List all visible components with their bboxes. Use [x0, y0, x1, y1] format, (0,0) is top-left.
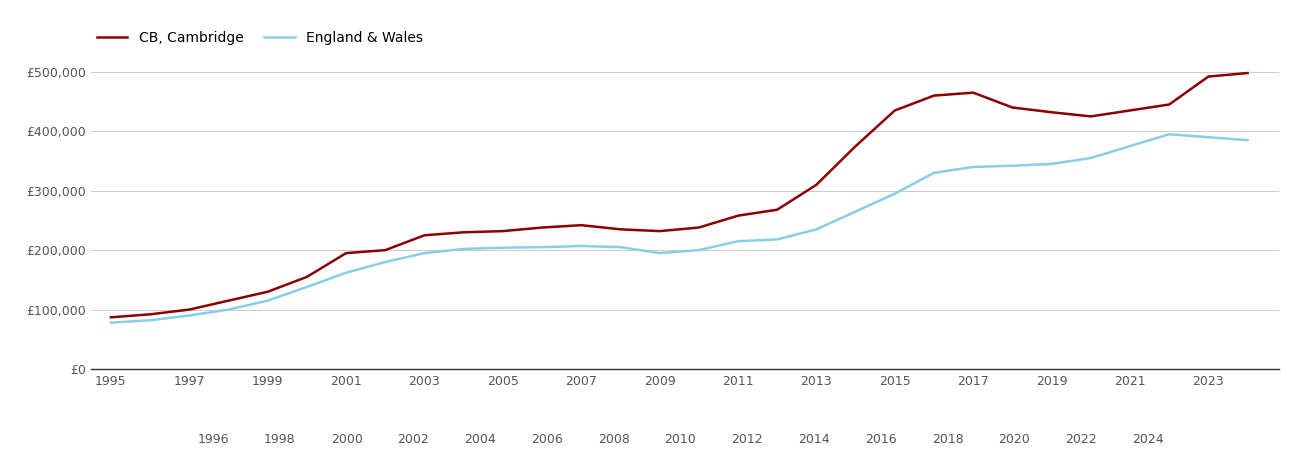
England & Wales [966, 164, 981, 170]
CB, Cambridge [651, 229, 667, 234]
CB, Cambridge [1240, 70, 1255, 76]
CB, Cambridge [1044, 109, 1060, 115]
Text: 2014: 2014 [799, 433, 830, 446]
England & Wales [848, 209, 864, 214]
CB, Cambridge [731, 213, 746, 218]
England & Wales [299, 284, 315, 290]
Text: 1996: 1996 [197, 433, 228, 446]
England & Wales [573, 243, 589, 249]
England & Wales [181, 313, 197, 318]
England & Wales [455, 246, 471, 252]
CB, Cambridge [260, 289, 275, 294]
CB, Cambridge [1161, 102, 1177, 107]
Text: 2022: 2022 [1065, 433, 1096, 446]
Line: England & Wales: England & Wales [111, 134, 1248, 323]
Text: 2000: 2000 [330, 433, 363, 446]
CB, Cambridge [181, 307, 197, 312]
Text: 2012: 2012 [731, 433, 763, 446]
Text: 2018: 2018 [932, 433, 963, 446]
CB, Cambridge [927, 93, 942, 98]
England & Wales [1161, 131, 1177, 137]
England & Wales [1240, 138, 1255, 143]
England & Wales [534, 244, 549, 250]
CB, Cambridge [573, 222, 589, 228]
England & Wales [495, 245, 510, 251]
CB, Cambridge [848, 144, 864, 149]
CB, Cambridge [770, 207, 786, 212]
CB, Cambridge [338, 250, 354, 256]
CB, Cambridge [1201, 74, 1216, 79]
England & Wales [1201, 135, 1216, 140]
CB, Cambridge [103, 315, 119, 320]
CB, Cambridge [1083, 114, 1099, 119]
Line: CB, Cambridge: CB, Cambridge [111, 73, 1248, 317]
England & Wales [887, 191, 903, 196]
CB, Cambridge [377, 248, 393, 253]
England & Wales [809, 227, 825, 232]
CB, Cambridge [1005, 105, 1021, 110]
Text: 2004: 2004 [465, 433, 496, 446]
CB, Cambridge [966, 90, 981, 95]
CB, Cambridge [1122, 108, 1138, 113]
CB, Cambridge [495, 229, 510, 234]
CB, Cambridge [416, 233, 432, 238]
England & Wales [221, 307, 236, 312]
England & Wales [377, 259, 393, 265]
CB, Cambridge [142, 311, 158, 317]
England & Wales [1083, 155, 1099, 161]
England & Wales [142, 318, 158, 323]
CB, Cambridge [612, 227, 628, 232]
England & Wales [731, 238, 746, 244]
Text: 2008: 2008 [598, 433, 630, 446]
CB, Cambridge [455, 230, 471, 235]
CB, Cambridge [887, 108, 903, 113]
CB, Cambridge [692, 225, 707, 230]
England & Wales [651, 250, 667, 256]
CB, Cambridge [534, 225, 549, 230]
England & Wales [927, 170, 942, 176]
Text: 2016: 2016 [865, 433, 897, 446]
England & Wales [1044, 161, 1060, 166]
Text: 2024: 2024 [1131, 433, 1164, 446]
Legend: CB, Cambridge, England & Wales: CB, Cambridge, England & Wales [91, 26, 428, 51]
England & Wales [260, 298, 275, 303]
England & Wales [416, 250, 432, 256]
Text: 1998: 1998 [264, 433, 296, 446]
Text: 2020: 2020 [998, 433, 1030, 446]
Text: 2002: 2002 [398, 433, 429, 446]
England & Wales [1005, 163, 1021, 168]
Text: 2006: 2006 [531, 433, 562, 446]
CB, Cambridge [221, 298, 236, 303]
CB, Cambridge [299, 274, 315, 279]
England & Wales [692, 248, 707, 253]
CB, Cambridge [809, 182, 825, 188]
England & Wales [103, 320, 119, 325]
England & Wales [1122, 144, 1138, 149]
England & Wales [338, 270, 354, 275]
Text: 2010: 2010 [664, 433, 697, 446]
England & Wales [770, 237, 786, 242]
England & Wales [612, 244, 628, 250]
